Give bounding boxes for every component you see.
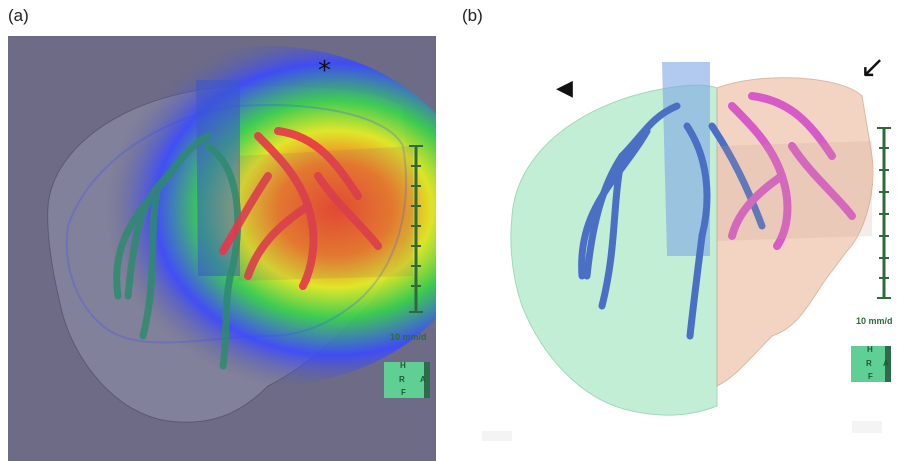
- arrowhead-marker: ◀: [556, 76, 573, 101]
- orient-top-label: H: [400, 361, 406, 370]
- panel-a-heatmap-rendering: * 10 mm/d H R A F: [8, 36, 436, 461]
- orientation-bar: [885, 346, 891, 382]
- orient-middle-label: R: [399, 375, 405, 384]
- orient-bottom-label: F: [868, 372, 873, 381]
- panel-b-orientation-cube: H R A F: [851, 345, 891, 382]
- orient-top-label: H: [867, 345, 873, 354]
- orient-right-label: A: [420, 375, 426, 384]
- panel-a-label: (a): [8, 6, 29, 25]
- orient-bottom-label: F: [401, 388, 406, 397]
- panel-a-scale-bar: [409, 145, 423, 313]
- panel-b-scale-label: 10 mm/d: [856, 316, 892, 326]
- panel-a-scale-label: 10 mm/d: [390, 332, 427, 342]
- panel-a-liver-heatmap-image: [47, 46, 436, 423]
- panel-b-liver-segmentation-image: [482, 62, 882, 441]
- asterisk-marker: *: [318, 56, 331, 86]
- panel-b-label: (b): [462, 6, 483, 25]
- panel-b-segmented-rendering: ◀ ↙ 10 mm/d H R A F: [462, 36, 892, 461]
- arrow-marker: ↙: [860, 50, 886, 85]
- orient-right-label: A: [883, 359, 889, 368]
- panel-b-scale-bar: [877, 127, 891, 299]
- orientation-bar: [424, 362, 430, 398]
- orient-middle-label: R: [866, 359, 872, 368]
- panel-a-orientation-cube: H R A F: [384, 361, 430, 398]
